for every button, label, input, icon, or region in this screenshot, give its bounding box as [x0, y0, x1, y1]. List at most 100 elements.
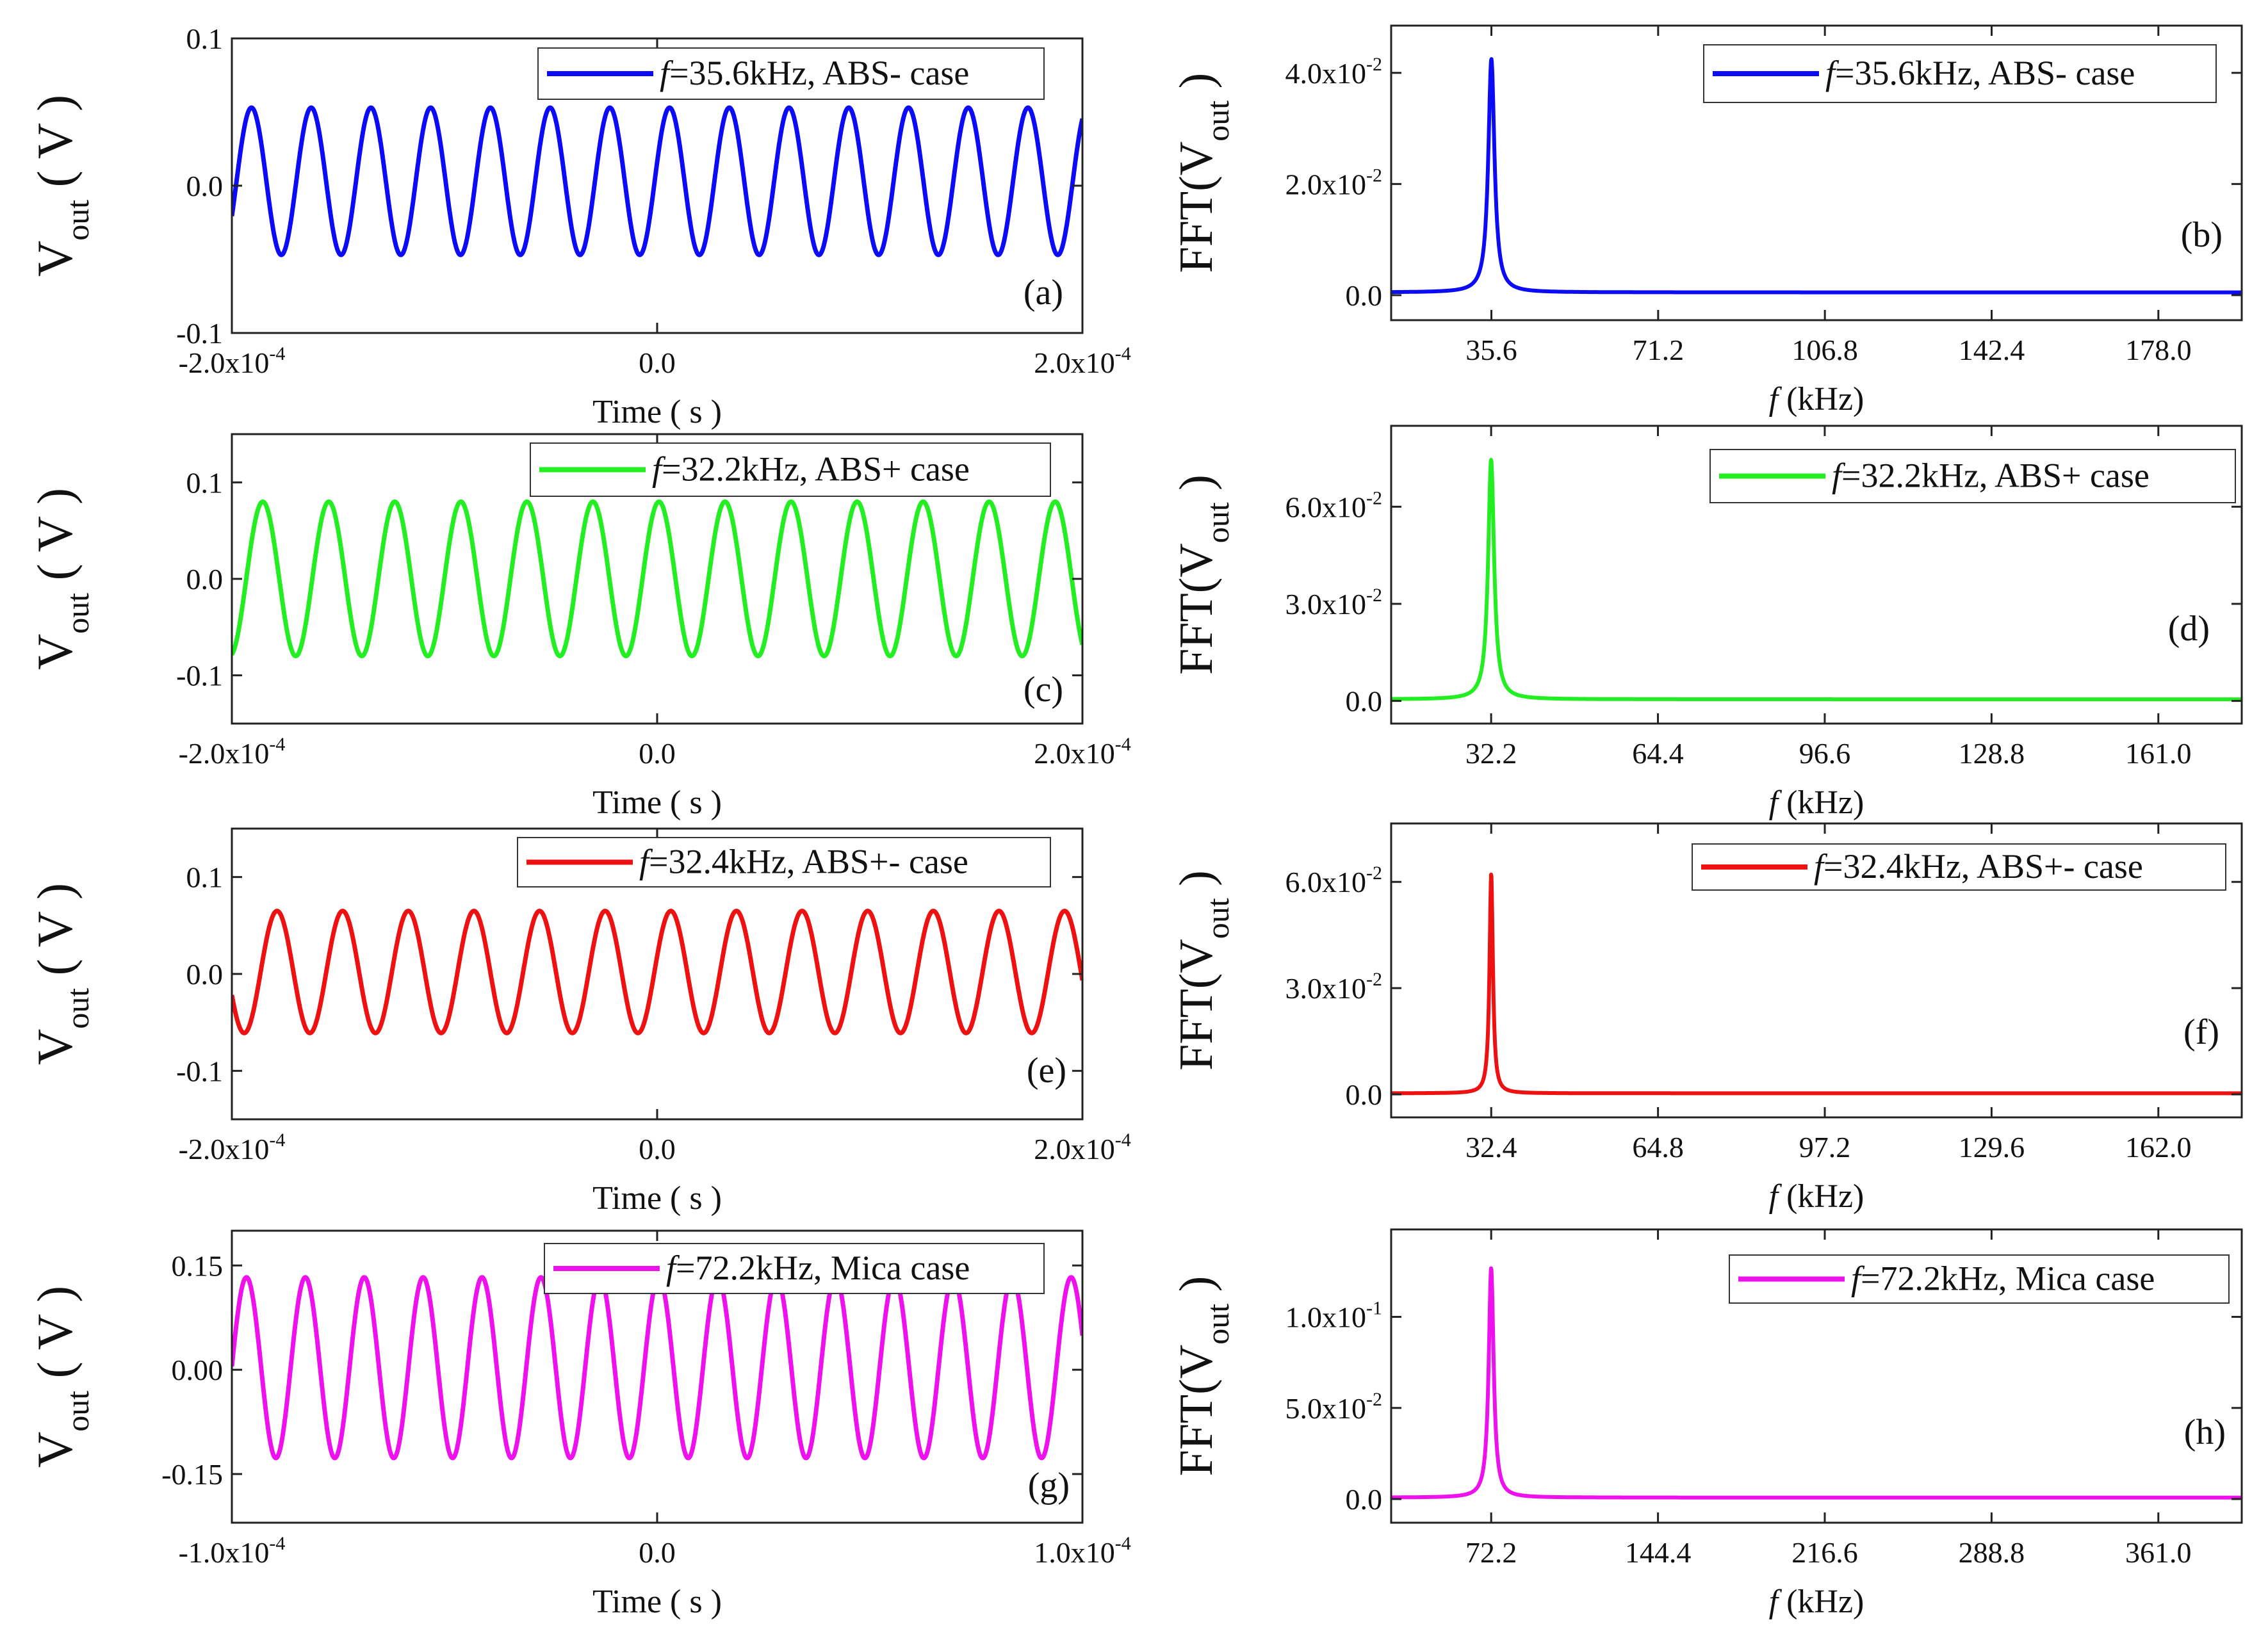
y-tick-label: 0.0 [186, 170, 224, 202]
x-tick-label: 162.0 [2125, 1131, 2192, 1163]
panel-a: -2.0x10-4 0.0 2.0x10-4 0.1 0.0 -0.1 Time ( s )… [27, 22, 1131, 430]
x-tick-label: 1.0x10-4 [1034, 1533, 1131, 1569]
data-series-line [1391, 1266, 2242, 1500]
legend-label: f=35.6kHz, ABS- case [660, 54, 969, 92]
x-axis-label: Time ( s ) [592, 394, 722, 430]
y-tick-label: 1.0x10-1 [1285, 1298, 1383, 1334]
panel-label: (a) [1024, 273, 1063, 312]
y-tick-label: 0.0 [1346, 1078, 1383, 1111]
y-tick-label: 0.1 [186, 466, 224, 499]
legend-label: f=72.2kHz, Mica case [666, 1249, 970, 1287]
plot-frame [1390, 24, 2243, 321]
legend-label: f=32.2kHz, ABS+ case [652, 450, 970, 489]
y-tick-label: -0.1 [176, 317, 223, 350]
legend-label: f=32.4kHz, ABS+- case [1814, 847, 2143, 886]
y-axis-label: FFT(Vout ) [1170, 870, 1236, 1071]
x-tick-label: 129.6 [1959, 1131, 2025, 1163]
x-axis-label: Time ( s ) [592, 1584, 722, 1620]
y-axis-label: FFT(Vout ) [1170, 1276, 1236, 1477]
plot-frame [1390, 425, 2243, 725]
x-tick-label: 72.2 [1465, 1536, 1517, 1569]
y-tick-label: 2.0x10-2 [1285, 165, 1383, 200]
x-tick-label: 0.0 [639, 1133, 676, 1165]
data-series-line [232, 499, 1082, 658]
data-series-line [1391, 872, 2242, 1096]
data-series-line [232, 105, 1082, 257]
panel-b: 35.6 71.2 106.8 142.4 178.0 4.0x10-2 2.0x10-2 0… [1170, 24, 2243, 417]
y-axis-label: Vout ( V ) [27, 1286, 95, 1468]
x-tick-label: -2.0x10-4 [179, 734, 286, 770]
legend-label: f=72.2kHz, Mica case [1851, 1260, 2155, 1298]
legend-label: f=35.6kHz, ABS- case [1825, 54, 2135, 92]
y-tick-label: 3.0x10-2 [1285, 969, 1383, 1005]
y-tick-label: 0.0 [186, 958, 224, 991]
legend-label: f=32.4kHz, ABS+- case [639, 843, 968, 881]
x-tick-label: 216.6 [1791, 1536, 1858, 1569]
x-tick-label: 2.0x10-4 [1034, 1130, 1131, 1165]
x-tick-label: 128.8 [1959, 737, 2025, 770]
y-tick-label: 0.1 [186, 22, 224, 55]
x-tick-label: 32.4 [1465, 1131, 1517, 1163]
legend-box [530, 442, 1051, 497]
y-axis-label: FFT(Vout ) [1170, 474, 1236, 675]
y-tick-label: -0.1 [176, 1055, 223, 1087]
y-axis-label: Vout ( V ) [27, 95, 95, 277]
y-tick-label: 6.0x10-2 [1285, 863, 1383, 898]
x-tick-label: -1.0x10-4 [179, 1533, 286, 1569]
y-axis-label: Vout ( V ) [27, 488, 95, 670]
plot-frame [1390, 1228, 2243, 1524]
y-tick-label: 5.0x10-2 [1285, 1389, 1383, 1425]
y-tick-label: -0.1 [176, 660, 223, 692]
x-tick-label: 35.6 [1465, 334, 1517, 366]
panel-d: 32.2 64.4 96.6 128.8 161.0 6.0x10-2 3.0x10-2 0.… [1170, 425, 2243, 821]
x-axis-label: Time ( s ) [592, 784, 722, 821]
x-tick-label: 144.4 [1625, 1536, 1692, 1569]
y-tick-label: -0.15 [161, 1458, 223, 1491]
x-axis-label: f (kHz) [1769, 381, 1864, 417]
panel-label: (h) [2184, 1413, 2226, 1452]
y-axis-label: Vout ( V ) [27, 883, 95, 1065]
y-tick-label: 0.0 [1346, 279, 1383, 312]
y-tick-label: 0.0 [186, 563, 224, 596]
y-tick-label: 0.1 [186, 861, 224, 894]
x-tick-label: 2.0x10-4 [1034, 734, 1131, 770]
x-tick-label: 106.8 [1791, 334, 1858, 366]
x-axis-label: f (kHz) [1769, 1584, 1864, 1620]
x-tick-label: -2.0x10-4 [179, 1130, 286, 1165]
y-tick-label: 4.0x10-2 [1285, 54, 1383, 90]
x-tick-label: 0.0 [639, 1536, 676, 1569]
x-tick-label: 71.2 [1633, 334, 1685, 366]
y-tick-label: 0.15 [172, 1249, 224, 1282]
x-tick-label: 142.4 [1959, 334, 2025, 366]
panel-label: (d) [2168, 609, 2210, 649]
plot-frame [1390, 822, 2243, 1119]
panel-h: 72.2 144.4 216.6 288.8 361.0 1.0x10-1 5.0x10-2… [1170, 1228, 2243, 1620]
y-tick-label: 0.00 [172, 1354, 224, 1386]
y-tick-label: 0.0 [1346, 685, 1383, 718]
panel-label: (c) [1024, 670, 1063, 709]
panel-f: 32.4 64.8 97.2 129.6 162.0 6.0x10-2 3.0x10-2 0.… [1170, 822, 2243, 1215]
y-axis-label: FFT(Vout ) [1170, 73, 1236, 273]
y-tick-label: 3.0x10-2 [1285, 585, 1383, 620]
x-tick-label: 32.2 [1465, 737, 1517, 770]
x-tick-label: 0.0 [639, 346, 676, 379]
x-tick-label: 361.0 [2125, 1536, 2192, 1569]
x-tick-label: 97.2 [1799, 1131, 1851, 1163]
x-axis-label: Time ( s ) [592, 1180, 722, 1217]
x-tick-label: 0.0 [639, 737, 676, 770]
panel-c: -2.0x10-4 0.0 2.0x10-4 0.1 0.0 -0.1 Time ( s )… [27, 433, 1131, 821]
x-tick-label: 288.8 [1959, 1536, 2025, 1569]
panel-g: -1.0x10-4 0.0 1.0x10-4 0.15 0.00 -0.15 Time ( … [27, 1229, 1131, 1620]
panel-e: -2.0x10-4 0.0 2.0x10-4 0.1 0.0 -0.1 Time ( s )… [27, 827, 1131, 1217]
y-tick-label: 0.0 [1346, 1483, 1383, 1516]
data-series-line [232, 1275, 1082, 1461]
x-tick-label: 178.0 [2125, 334, 2192, 366]
panel-label: (f) [2183, 1012, 2219, 1052]
x-tick-label: -2.0x10-4 [179, 343, 286, 379]
data-series-line [232, 909, 1082, 1035]
panel-label: (g) [1028, 1466, 1070, 1505]
data-series-line [1391, 57, 2242, 295]
data-series-line [1391, 458, 2242, 702]
